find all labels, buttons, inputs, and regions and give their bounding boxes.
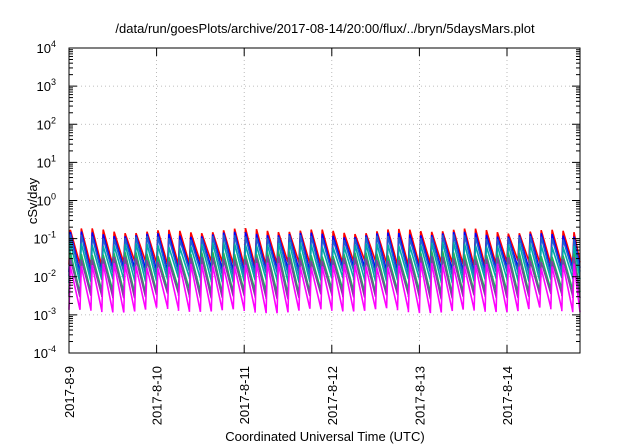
- x-tick-label: 2017-8-9: [62, 366, 77, 418]
- x-tick-label: 2017-8-14: [500, 366, 515, 425]
- y-tick-label: 100: [37, 192, 56, 209]
- x-tick-label: 2017-8-11: [237, 366, 252, 424]
- x-tick-label: 2017-8-13: [412, 366, 427, 425]
- y-tick-label: 10-1: [34, 230, 56, 247]
- x-tick-labels: 2017-8-9 2017-8-10 2017-8-11 2017-8-12 2017-…: [62, 366, 515, 425]
- y-tick-label: 104: [37, 39, 56, 56]
- y-tick-label: 10-3: [34, 306, 56, 323]
- y-tick-label: 10-4: [34, 344, 56, 361]
- y-tick-label: 101: [37, 153, 56, 170]
- y-tick-labels: 10-4 10-3 10-2 10-1 100 101 102 103 104: [34, 39, 56, 361]
- series-group: [68, 228, 581, 314]
- y-tick-label: 102: [37, 115, 56, 132]
- series-line: [68, 262, 581, 314]
- tick-marks: [68, 47, 580, 354]
- chart-title: /data/run/goesPlots/archive/2017-08-14/2…: [115, 21, 535, 36]
- grid: [69, 48, 580, 353]
- y-axis-label: cSv/day: [25, 177, 40, 224]
- y-tick-label: 103: [37, 77, 56, 94]
- x-axis-label: Coordinated Universal Time (UTC): [225, 429, 424, 444]
- y-tick-label: 10-2: [34, 268, 56, 285]
- x-tick-label: 2017-8-10: [150, 366, 165, 425]
- x-tick-label: 2017-8-12: [325, 366, 340, 425]
